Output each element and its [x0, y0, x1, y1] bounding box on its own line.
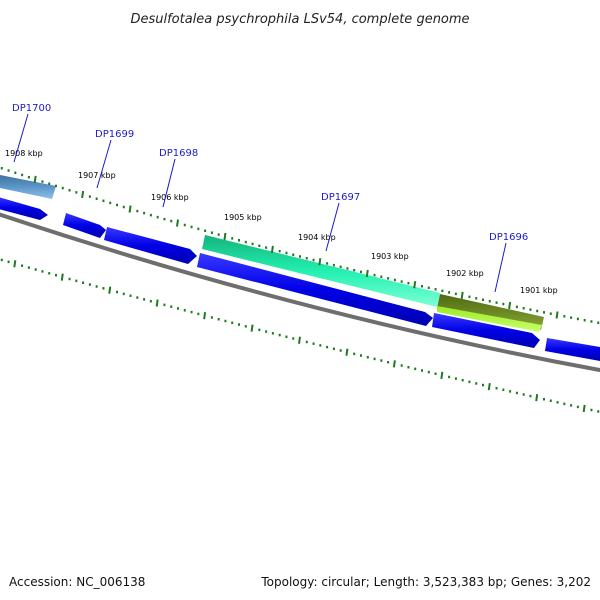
gene-arrow[interactable] [545, 338, 600, 361]
scale-tick-major [60, 273, 64, 281]
scale-tick-major [508, 301, 512, 310]
gene-arrow[interactable] [63, 213, 106, 238]
genome-backbone [0, 212, 600, 373]
gene-arrow-dp1700[interactable] [0, 174, 56, 199]
scale-tick-major [155, 299, 159, 307]
scale-tick-major [318, 258, 322, 266]
scale-tick-major [176, 219, 179, 227]
scale-tick-major [582, 404, 586, 413]
scale-tick-major [128, 205, 132, 213]
gene-label-leader [325, 202, 340, 252]
scale-tick-major [33, 175, 37, 184]
scale-label-1907: 1907 kbp [78, 171, 116, 180]
gene-label-dp1700[interactable]: DP1700 [12, 103, 51, 114]
scale-tick-major [250, 324, 254, 332]
scale-tick-major [298, 336, 301, 344]
scale-label-1906: 1906 kbp [151, 193, 189, 202]
topology-summary-text: Topology: circular; Length: 3,523,383 bp… [260, 575, 591, 589]
map-title: Desulfotalea psychrophila LSv54, complet… [130, 12, 469, 27]
scale-tick-major [460, 291, 464, 300]
scale-tick-major [223, 232, 227, 241]
scale-tick-major [13, 260, 17, 268]
gene-label-leader [494, 242, 507, 293]
gene-arrow-dp1696-inner [437, 306, 542, 332]
scale-tick-major [203, 312, 207, 320]
gene-label-dp1699[interactable]: DP1699 [95, 129, 134, 140]
scale-label-1905: 1905 kbp [224, 213, 262, 222]
gene-arrow-dp1697[interactable] [202, 235, 440, 307]
gene-label-dp1696[interactable]: DP1696 [489, 232, 528, 243]
scale-tick-major [413, 281, 417, 289]
scale-label-1901: 1901 kbp [520, 286, 558, 295]
gene-label-dp1698[interactable]: DP1698 [159, 148, 198, 159]
scale-ticks-upper [0, 167, 600, 324]
gene-arrow[interactable] [0, 196, 48, 220]
scale-tick-major [108, 286, 112, 294]
scale-label-1903: 1903 kbp [371, 252, 409, 261]
scale-tick-major [270, 245, 274, 254]
gene-arrow[interactable] [432, 313, 540, 348]
scale-tick-major [440, 371, 444, 380]
gene-label-leader [13, 113, 29, 163]
scale-label-1908: 1908 kbp [5, 149, 43, 158]
scale-tick-major [345, 348, 349, 356]
gene-label-leader [162, 158, 176, 208]
scale-tick-major [81, 190, 85, 199]
gene-label-dp1697[interactable]: DP1697 [321, 192, 360, 203]
scale-tick-major [555, 311, 559, 319]
scale-tick-major [392, 360, 396, 368]
scale-label-1902: 1902 kbp [446, 269, 484, 278]
scale-label-1904: 1904 kbp [298, 233, 336, 242]
gene-label-leader [96, 139, 112, 189]
scale-tick-major [487, 382, 491, 391]
gene-arrow[interactable] [197, 253, 433, 326]
scale-ticks-lower [0, 258, 600, 413]
gene-arrow[interactable] [104, 227, 197, 264]
scale-tick-major [535, 394, 539, 402]
scale-tick-major [365, 269, 369, 278]
accession-text: Accession: NC_006138 [9, 575, 145, 589]
